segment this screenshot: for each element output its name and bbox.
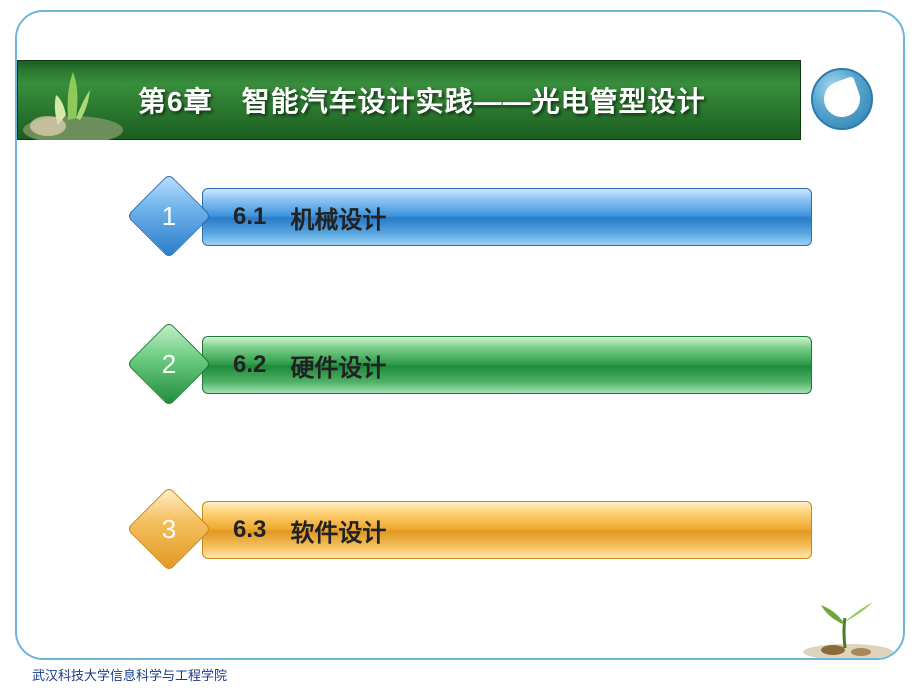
diamond-badge-2: 2 (127, 322, 211, 406)
diamond-number-2: 2 (127, 322, 211, 406)
sprout-decoration-icon (773, 590, 903, 660)
toc-item-1: 6.1 机械设计 1 (127, 182, 817, 252)
chapter-title: 第6章 智能汽车设计实践——光电管型设计 (138, 80, 706, 120)
diamond-badge-1: 1 (127, 174, 211, 258)
diamond-number-1: 1 (127, 174, 211, 258)
university-logo-icon (811, 68, 873, 130)
header-banner: 第6章 智能汽车设计实践——光电管型设计 (17, 60, 801, 140)
section-number-2: 6.2 (233, 351, 266, 379)
section-number-3: 6.3 (233, 516, 266, 544)
toc-item-2: 6.2 硬件设计 2 (127, 330, 817, 400)
toc-item-3: 6.3 软件设计 3 (127, 495, 817, 565)
section-label-3: 软件设计 (290, 513, 386, 548)
section-label-1: 机械设计 (290, 200, 386, 235)
header-leaf-image (18, 60, 138, 140)
toc-bar-3: 6.3 软件设计 (202, 501, 812, 559)
section-number-1: 6.1 (233, 203, 266, 231)
toc-bar-2: 6.2 硬件设计 (202, 336, 812, 394)
footer-institution: 武汉科技大学信息科学与工程学院 (32, 665, 227, 684)
toc-bar-1: 6.1 机械设计 (202, 188, 812, 246)
diamond-number-3: 3 (127, 487, 211, 571)
slide-frame: 第6章 智能汽车设计实践——光电管型设计 6.1 机械设计 1 6.2 硬件设计… (15, 10, 905, 660)
diamond-badge-3: 3 (127, 487, 211, 571)
section-label-2: 硬件设计 (290, 348, 386, 383)
